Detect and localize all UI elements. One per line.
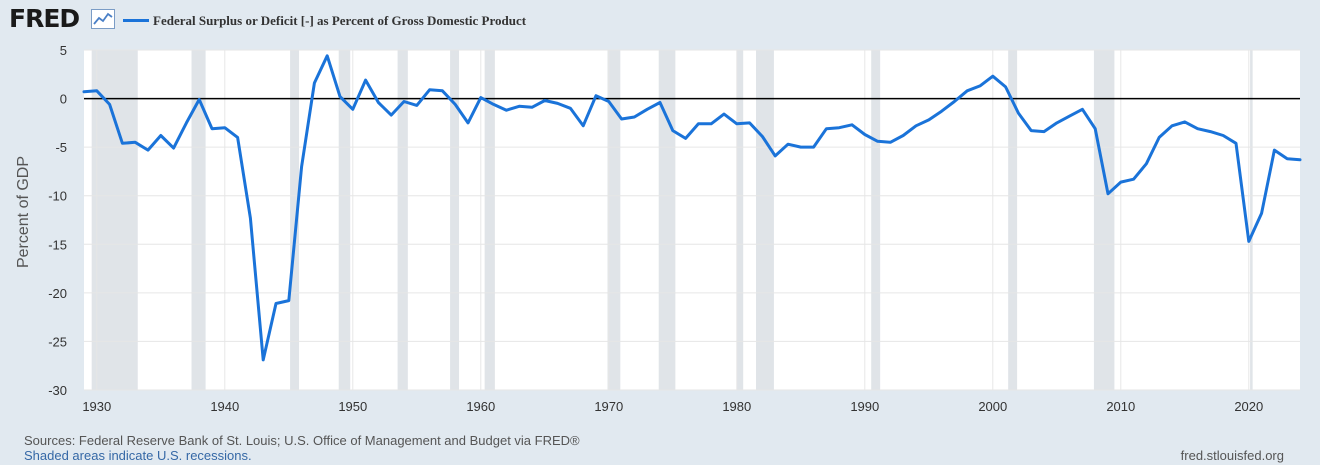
y-axis-ticks: 5 0 -5 -10 -15 -20 -25 -30 <box>48 43 67 398</box>
recession-band <box>91 50 138 390</box>
y-tick-label: -30 <box>48 383 67 398</box>
line-chart[interactable]: 5 0 -5 -10 -15 -20 -25 -30 1930 1940 1950 1960 1970… <box>0 0 1320 420</box>
legend-swatch <box>123 19 149 22</box>
x-tick-label: 1940 <box>210 399 239 414</box>
x-tick-label: 1980 <box>722 399 751 414</box>
plot-area <box>84 50 1300 390</box>
y-tick-label: -5 <box>55 140 67 155</box>
x-axis-ticks: 1930 1940 1950 1960 1970 1980 1990 2000 2010 2020 <box>82 399 1263 414</box>
x-tick-label: 2000 <box>978 399 1007 414</box>
y-tick-label: -10 <box>48 189 67 204</box>
footer-url[interactable]: fred.stlouisfed.org <box>1180 448 1284 463</box>
recession-band <box>290 50 300 390</box>
y-tick-label: -15 <box>48 237 67 252</box>
recession-band <box>736 50 744 390</box>
x-tick-label: 2010 <box>1106 399 1135 414</box>
y-tick-label: 0 <box>60 92 67 107</box>
recession-band <box>1093 50 1115 390</box>
x-tick-label: 1950 <box>338 399 367 414</box>
recession-shading <box>91 50 1253 390</box>
x-tick-label: 2020 <box>1234 399 1263 414</box>
recession-band <box>871 50 881 390</box>
recession-note: Shaded areas indicate U.S. recessions. <box>24 448 252 463</box>
x-tick-label: 1990 <box>850 399 879 414</box>
series-line[interactable] <box>82 54 1302 362</box>
recession-band <box>658 50 676 390</box>
recession-band <box>450 50 460 390</box>
x-tick-label: 1930 <box>82 399 111 414</box>
legend-label: Federal Surplus or Deficit [-] as Percen… <box>153 13 527 28</box>
y-tick-label: -20 <box>48 286 67 301</box>
chart-header: FRED Federal Surplus or Deficit [-] as P… <box>0 0 1320 42</box>
x-tick-label: 1960 <box>466 399 495 414</box>
y-tick-label: 5 <box>60 43 67 58</box>
y-tick-label: -25 <box>48 334 67 349</box>
recession-band <box>191 50 206 390</box>
fred-logo[interactable]: FRED <box>9 4 80 33</box>
trend-line-icon <box>91 9 115 29</box>
footer-sources: Sources: Federal Reserve Bank of St. Lou… <box>24 433 580 448</box>
x-tick-label: 1970 <box>594 399 623 414</box>
recession-band <box>607 50 621 390</box>
recession-band <box>397 50 408 390</box>
recession-band <box>1008 50 1018 390</box>
y-axis-title: Percent of GDP <box>15 156 32 268</box>
recession-band <box>1250 50 1253 390</box>
recession-band <box>338 50 351 390</box>
recession-band <box>484 50 495 390</box>
recession-band <box>756 50 774 390</box>
